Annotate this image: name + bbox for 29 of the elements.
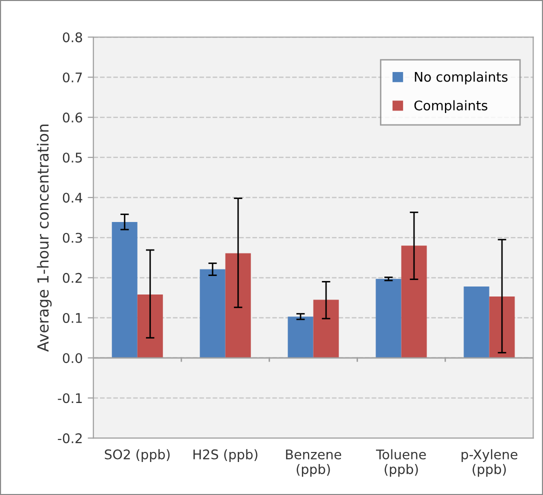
y-tick-label: 0.5: [62, 152, 82, 163]
bar: [288, 316, 314, 358]
y-tick-label: -0.1: [58, 393, 82, 404]
x-tick-label: H2S (ppb): [193, 449, 258, 462]
legend-label: Complaints: [414, 100, 488, 114]
y-tick-label: 0.1: [62, 313, 82, 323]
x-tick-label: SO2 (ppb): [104, 449, 170, 462]
bar: [489, 296, 515, 358]
y-tick-label: 0.6: [62, 112, 82, 123]
bar: [225, 253, 251, 358]
y-tick-label: -0.2: [58, 433, 82, 444]
y-tick-label: 0.2: [62, 272, 82, 283]
y-tick-label: 0.3: [62, 232, 82, 243]
x-tick-label: Toluene (ppb): [376, 449, 426, 477]
bar: [313, 300, 339, 358]
bar: [112, 222, 138, 358]
y-tick-label: 0.4: [62, 192, 82, 203]
y-tick-label: 0.0: [62, 353, 82, 364]
bar: [464, 286, 490, 358]
bar: [200, 269, 226, 358]
bar: [376, 278, 402, 358]
y-axis-title: Average 1-hour concentration: [36, 124, 52, 352]
y-tick-label: 0.7: [62, 72, 82, 82]
bar: [137, 294, 163, 358]
x-tick-label: p-Xylene (ppb): [462, 449, 518, 477]
bar: [401, 246, 427, 358]
y-tick-label: 0.8: [62, 32, 82, 42]
x-tick-label: Benzene (ppb): [286, 450, 342, 477]
legend-label: No complaints: [414, 72, 508, 84]
